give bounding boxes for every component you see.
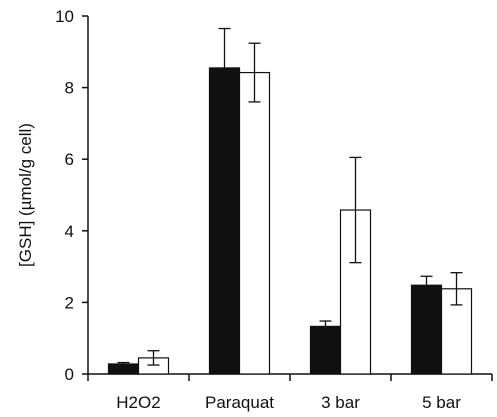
- y-tick-label: 6: [65, 150, 74, 169]
- x-axis: H2O2 Paraquat 3 bar 5 bar: [87, 373, 493, 412]
- bar: [410, 284, 443, 375]
- bar: [309, 325, 342, 375]
- y-tick-label: 0: [65, 365, 74, 384]
- y-axis: 0 2 4 6 8 10: [55, 7, 89, 384]
- x-category-label: 3 bar: [321, 393, 360, 412]
- y-tick-label: 2: [65, 293, 74, 312]
- x-category-label: Paraquat: [205, 393, 274, 412]
- bars: [107, 67, 473, 375]
- x-category-label: 5 bar: [422, 393, 461, 412]
- y-tick-label: 10: [55, 7, 74, 26]
- error-bars: [117, 27, 463, 367]
- y-tick-label: 4: [65, 222, 74, 241]
- bar: [238, 71, 271, 375]
- y-axis-title: [GSH] (µmol/g cell): [16, 123, 35, 267]
- x-category-label: H2O2: [116, 393, 160, 412]
- y-tick-label: 8: [65, 79, 74, 98]
- bar: [208, 67, 241, 375]
